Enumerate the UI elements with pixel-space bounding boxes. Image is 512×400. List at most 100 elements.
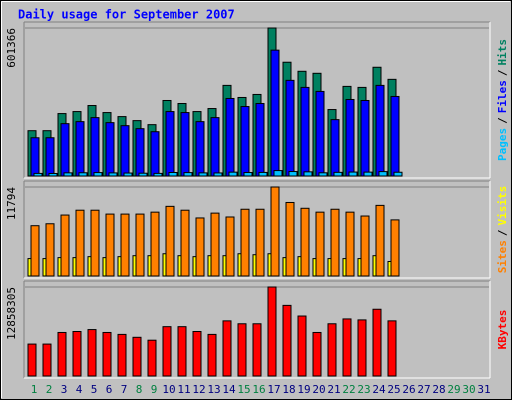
- bar: [150, 131, 160, 177]
- bar: [300, 207, 310, 277]
- bar: [255, 208, 265, 277]
- legend-entry: Files: [496, 80, 509, 113]
- bar: [318, 172, 328, 177]
- bar: [192, 331, 202, 377]
- x-tick-label: 21: [327, 383, 340, 396]
- legend: Sites / Visits: [496, 186, 509, 274]
- bar: [75, 121, 85, 177]
- bar: [270, 186, 280, 277]
- bar: [153, 172, 163, 177]
- bar: [180, 112, 190, 177]
- bar: [87, 329, 97, 377]
- bar: [117, 333, 127, 377]
- bar: [132, 336, 142, 377]
- bar: [240, 106, 250, 177]
- bar: [333, 171, 343, 177]
- x-tick-label: 6: [106, 383, 113, 396]
- bar: [267, 286, 277, 377]
- bar: [60, 123, 70, 177]
- x-tick-label: 19: [297, 383, 310, 396]
- bar: [45, 137, 55, 177]
- x-tick-label: 31: [477, 383, 490, 396]
- bar: [120, 125, 130, 177]
- x-tick-label: 22: [342, 383, 355, 396]
- bar: [363, 171, 373, 177]
- bar: [30, 137, 40, 177]
- bar: [135, 213, 145, 277]
- bar: [222, 320, 232, 377]
- x-tick-label: 10: [162, 383, 175, 396]
- bar: [390, 95, 400, 177]
- x-tick-label: 25: [387, 383, 400, 396]
- bar: [105, 122, 115, 177]
- bar: [42, 343, 52, 377]
- bar: [330, 119, 340, 177]
- bar: [228, 171, 238, 177]
- bar: [315, 211, 325, 277]
- bar: [297, 315, 307, 377]
- bar: [357, 319, 367, 377]
- bar: [30, 225, 40, 277]
- legend-entry: Visits: [496, 186, 509, 226]
- legend: KBytes: [496, 310, 509, 350]
- x-tick-label: 27: [417, 383, 430, 396]
- bar: [120, 213, 130, 277]
- bar: [285, 201, 295, 277]
- x-tick-label: 3: [61, 383, 68, 396]
- bar: [60, 214, 70, 277]
- bar: [147, 339, 157, 377]
- bar: [285, 79, 295, 177]
- x-tick-label: 18: [282, 383, 295, 396]
- x-tick-label: 13: [207, 383, 220, 396]
- x-tick-label: 7: [121, 383, 128, 396]
- bar: [345, 211, 355, 277]
- bar: [213, 172, 223, 177]
- bar: [225, 216, 235, 277]
- bar: [165, 111, 175, 177]
- y-tick-label: 11794: [5, 187, 18, 220]
- bar: [237, 323, 247, 377]
- bar: [207, 333, 217, 377]
- x-tick-label: 26: [402, 383, 415, 396]
- bar: [108, 172, 118, 177]
- bar: [240, 208, 250, 277]
- x-tick-label: 2: [46, 383, 53, 396]
- x-tick-label: 5: [91, 383, 98, 396]
- bar: [177, 326, 187, 377]
- bar: [273, 170, 283, 177]
- bar: [282, 304, 292, 377]
- bar: [252, 323, 262, 377]
- bar: [93, 172, 103, 177]
- legend-entry: KBytes: [496, 310, 509, 350]
- x-tick-label: 8: [136, 383, 143, 396]
- bar: [180, 209, 190, 277]
- x-tick-label: 15: [237, 383, 250, 396]
- bar: [210, 212, 220, 277]
- x-tick-label: 20: [312, 383, 325, 396]
- bar: [138, 172, 148, 177]
- bar: [57, 331, 67, 377]
- bar: [105, 213, 115, 277]
- legend-separator: /: [496, 229, 509, 236]
- bar: [390, 219, 400, 277]
- bar: [243, 172, 253, 177]
- bar: [75, 209, 85, 277]
- bar: [300, 86, 310, 177]
- bar: [315, 90, 325, 177]
- y-tick-label: 12858305: [5, 287, 18, 340]
- bar: [90, 209, 100, 277]
- bar: [375, 204, 385, 277]
- bar: [348, 171, 358, 177]
- x-tick-label: 9: [151, 383, 158, 396]
- bar: [90, 117, 100, 177]
- x-tick-label: 16: [252, 383, 265, 396]
- bar: [342, 318, 352, 377]
- bar: [255, 103, 265, 177]
- bar: [327, 323, 337, 377]
- x-tick-label: 30: [462, 383, 475, 396]
- bar: [135, 128, 145, 177]
- bar: [72, 331, 82, 377]
- bar: [360, 215, 370, 277]
- bar: [45, 223, 55, 277]
- bar: [78, 172, 88, 177]
